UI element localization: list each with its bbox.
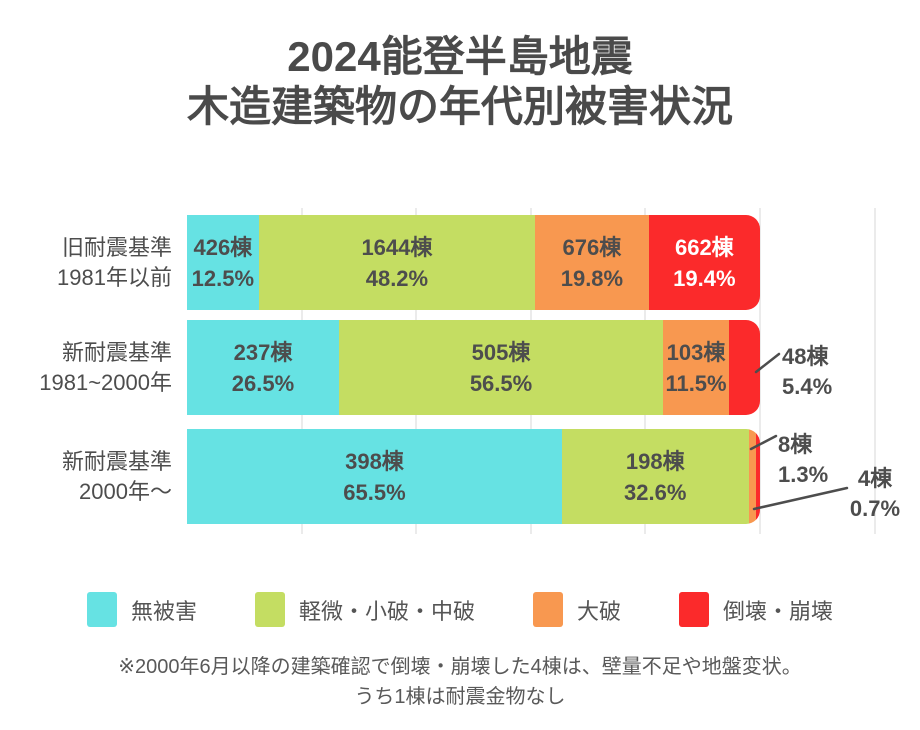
bar-segment-light-damage: 505棟 56.5% xyxy=(338,320,664,415)
legend-label: 無被害 xyxy=(130,598,197,624)
legend-swatch-collapse xyxy=(679,592,710,627)
segment-value-label: 103棟 11.5% xyxy=(665,337,726,399)
legend-swatch-no-damage xyxy=(86,592,117,627)
legend-label: 大破 xyxy=(577,598,622,624)
bar-segment-no-damage: 237棟 26.5% xyxy=(187,320,339,415)
row-label-line-2: 1981年以前 xyxy=(57,264,172,290)
bar-row: 237棟 26.5% 505棟 56.5% 103棟 11.5% xyxy=(187,320,760,415)
bar-segment-collapse: 662棟 19.4% xyxy=(648,215,760,310)
segment-count: 398棟 xyxy=(345,448,404,474)
callout-percent: 0.7% xyxy=(849,496,901,521)
bar-row: 398棟 65.5% 198棟 32.6% xyxy=(187,429,760,524)
footnote: ※2000年6月以降の建築確認で倒壊・崩壊した4棟は、壁量不足や地盤変状。 うち… xyxy=(0,652,920,712)
bar-segment-collapse xyxy=(729,320,760,415)
row-label-line-1: 新耐震基準 xyxy=(61,339,172,365)
legend-item-collapse: 倒壊・崩壊 xyxy=(679,592,833,627)
bar-segment-major-damage: 676棟 19.8% xyxy=(535,215,649,310)
legend-item-no-damage: 無被害 xyxy=(86,592,197,627)
row-label: 新耐震基準 1981~2000年 xyxy=(0,320,172,415)
segment-percent: 19.4% xyxy=(673,265,736,291)
chart-title-line-1: 2024能登半島地震 xyxy=(287,33,633,80)
legend-item-major-damage: 大破 xyxy=(533,592,621,627)
legend-label: 軽微・小破・中破 xyxy=(298,598,475,624)
segment-value-label: 1644棟 48.2% xyxy=(361,232,432,294)
segment-value-label: 505棟 56.5% xyxy=(470,337,532,399)
segment-percent: 12.5% xyxy=(191,265,255,291)
row-label-line-2: 1981~2000年 xyxy=(39,369,172,395)
segment-count: 237棟 xyxy=(233,339,293,365)
callout-count: 48棟 xyxy=(782,344,829,369)
segment-value-label: 662棟 19.4% xyxy=(673,232,735,294)
segment-count: 198棟 xyxy=(625,448,685,474)
segment-count: 676棟 xyxy=(562,234,622,260)
chart-title: 2024能登半島地震 木造建築物の年代別被害状況 xyxy=(0,32,920,132)
segment-count: 1644棟 xyxy=(361,234,433,260)
footnote-line-2: うち1棟は耐震金物なし xyxy=(354,686,566,708)
segment-value-label: 237棟 26.5% xyxy=(232,337,294,399)
segment-value-label: 426棟 12.5% xyxy=(192,232,254,294)
chart-title-line-2: 木造建築物の年代別被害状況 xyxy=(186,83,733,130)
segment-count: 426棟 xyxy=(193,234,253,260)
segment-percent: 11.5% xyxy=(665,370,727,396)
footnote-line-1: ※2000年6月以降の建築確認で倒壊・崩壊した4棟は、壁量不足や地盤変状。 xyxy=(118,656,802,678)
bar-segment-major-damage: 103棟 11.5% xyxy=(663,320,729,415)
legend-swatch-major-damage xyxy=(533,592,563,627)
bar-segment-no-damage: 426棟 12.5% xyxy=(187,215,259,310)
segment-percent: 65.5% xyxy=(343,479,406,505)
row-label: 新耐震基準 2000年～ xyxy=(0,429,172,524)
segment-value-label: 198棟 32.6% xyxy=(624,446,686,508)
segment-value-label: 398棟 65.5% xyxy=(343,446,405,508)
callout-count: 4棟 xyxy=(857,466,893,491)
bar-segment-major-damage xyxy=(748,429,756,524)
bar-segment-light-damage: 1644棟 48.2% xyxy=(258,215,536,310)
callout-count: 8棟 xyxy=(778,432,813,457)
segment-percent: 19.8% xyxy=(560,265,624,291)
callout-label-collapse: 48棟 5.4% xyxy=(782,342,832,402)
segment-percent: 32.6% xyxy=(624,479,687,505)
segment-count: 662棟 xyxy=(674,234,734,260)
row-label-line-2: 2000年～ xyxy=(79,478,172,504)
callout-label-major-damage: 8棟 1.3% xyxy=(778,430,828,490)
segment-percent: 48.2% xyxy=(365,265,429,291)
row-label: 旧耐震基準 1981年以前 xyxy=(0,215,172,310)
segment-count: 505棟 xyxy=(471,339,531,365)
callout-percent: 5.4% xyxy=(782,374,833,399)
row-label-line-1: 新耐震基準 xyxy=(61,448,172,474)
bar-segment-collapse xyxy=(755,429,760,524)
callout-label-collapse: 4棟 0.7% xyxy=(843,464,907,524)
row-label-line-1: 旧耐震基準 xyxy=(61,234,172,260)
segment-percent: 26.5% xyxy=(231,370,295,396)
legend-swatch-light-damage xyxy=(254,592,285,627)
bar-segment-no-damage: 398棟 65.5% xyxy=(187,429,562,524)
segment-percent: 56.5% xyxy=(469,370,533,396)
callout-percent: 1.3% xyxy=(778,462,829,487)
chart-legend: 無被害 軽微・小破・中破 大破 倒壊・崩壊 xyxy=(0,592,920,627)
bar-segment-light-damage: 198棟 32.6% xyxy=(561,429,749,524)
segment-count: 103棟 xyxy=(666,339,726,365)
gridline xyxy=(873,208,876,534)
legend-label: 倒壊・崩壊 xyxy=(723,598,834,624)
bar-row: 426棟 12.5% 1644棟 48.2% 676棟 19.8% 662棟 19.4% xyxy=(187,215,760,310)
segment-value-label: 676棟 19.8% xyxy=(561,232,623,294)
legend-item-light-damage: 軽微・小破・中破 xyxy=(254,592,475,627)
